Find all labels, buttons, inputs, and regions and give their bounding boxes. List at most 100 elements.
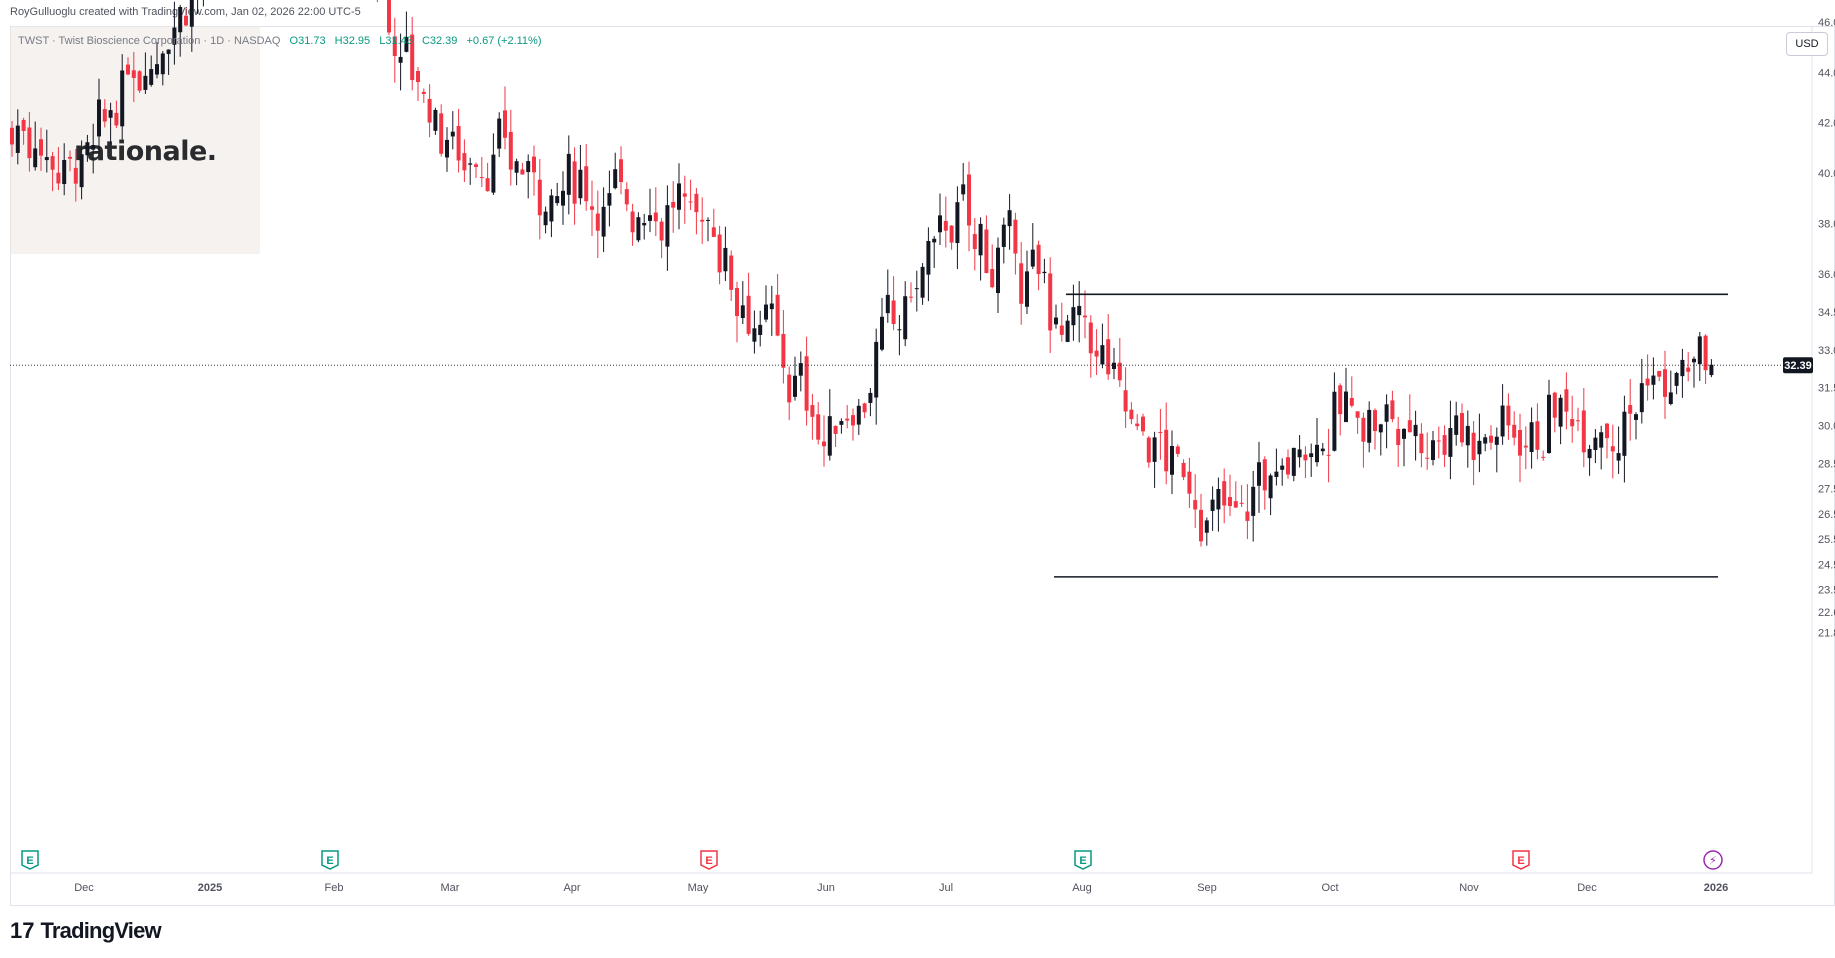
candle-body [1581,410,1586,453]
legend-high: H32.95 [334,35,371,47]
candle-body [10,127,14,145]
candle-body [387,0,391,33]
candle-body [630,211,635,233]
candle-body [619,159,623,183]
candle-body [746,295,751,334]
candle-body [404,36,409,52]
candle-body [1059,325,1064,335]
candle-body [845,418,850,421]
currency-selector[interactable]: USD [1786,32,1828,56]
candle-body [508,131,513,170]
candle-body [1639,383,1644,413]
candle-body [155,64,159,75]
price-tick-label: 46.00 [1818,17,1835,29]
candle-body [462,153,467,171]
upcoming-event-icon [1703,850,1723,870]
candle-body [433,109,438,131]
candle-body [1570,419,1575,427]
candle-body [717,234,722,273]
candle-body [1106,339,1111,375]
candle-body [1117,362,1122,381]
candle-body [1048,273,1053,331]
candle-body [1529,422,1534,453]
candle-body [1407,420,1412,433]
candle-body [856,405,861,425]
candle-body [503,110,507,138]
candle-body [1663,369,1667,397]
candle-body [851,415,855,426]
candle-body [578,169,583,199]
price-tick-label: 24.50 [1818,559,1835,571]
candle-body [21,119,26,131]
candle-body [723,247,728,272]
price-tick-label: 27.50 [1818,484,1835,496]
candle-body [178,6,183,33]
candle-body [1616,453,1621,461]
candle-body [398,56,403,63]
candle-body [822,441,826,447]
price-tick-label: 31.50 [1818,383,1835,395]
candle-body [584,166,589,202]
price-tick-label: 33.00 [1818,345,1835,357]
earnings-event-icon [1074,850,1092,870]
candle-body [1239,502,1244,504]
candle-body [1518,429,1522,456]
candle-body [1535,421,1540,450]
time-tick-label: May [688,882,709,894]
candle-body [1349,397,1354,406]
candle-body [1175,446,1180,454]
candle-body [1065,320,1070,342]
candle-body [764,304,768,320]
candle-body [694,193,699,213]
candle-body [880,316,884,350]
candle-body [862,403,867,413]
candle-body [984,229,989,274]
candle-body [1001,224,1006,247]
candle-body [1564,389,1569,412]
candle-body [700,219,705,222]
candle-body [1286,457,1290,475]
time-tick-label: 2025 [198,882,222,894]
candle-body [1257,462,1261,486]
candle-body [410,34,415,81]
candle-body [1419,433,1424,454]
candle-body [1384,404,1389,422]
candle-body [1373,410,1377,432]
candle-body [1199,509,1203,542]
candle-body [926,240,931,275]
candle-body [184,15,188,26]
candle-body [1146,437,1151,463]
last-price-tag [1783,357,1813,374]
candle-body [833,425,838,434]
candle-body [1442,435,1447,455]
candle-body [1628,405,1633,414]
candle-body [1396,428,1401,446]
candle-body [665,205,670,247]
candle-body [1054,317,1058,325]
candle-body [1251,486,1256,516]
candle-body [149,69,154,85]
candle-body [781,334,786,368]
candle-body [189,0,194,27]
candle-body [1216,488,1221,510]
last-price-tag-label: 32.39 [1784,360,1812,372]
candle-body [1547,394,1551,454]
candle-body [1164,429,1169,472]
candle-body [648,215,652,221]
candle-body [914,288,919,290]
candle-body [1703,335,1708,371]
candle-body [897,329,902,331]
candle-body [1494,436,1499,445]
candle-body [793,375,797,397]
candle-body [874,341,879,398]
candle-body [1077,305,1082,316]
price-tick-label: 30.00 [1818,421,1835,433]
candle-body [752,328,757,342]
candle-body [491,154,496,193]
candle-body [479,177,484,179]
candle-body [1413,424,1418,437]
candle-body [1222,481,1227,506]
candle-body [1309,453,1314,458]
candle-body [39,139,43,156]
